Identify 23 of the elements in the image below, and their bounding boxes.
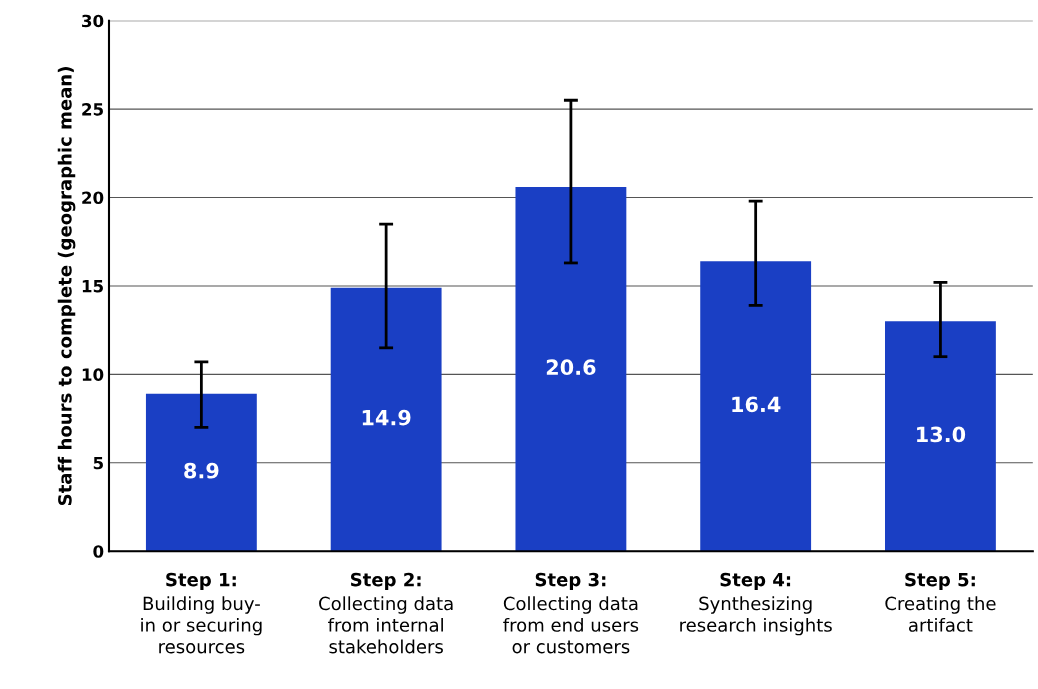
y-axis-title: Staff hours to complete (geographic mean) xyxy=(57,67,76,506)
data-label: 20.6 xyxy=(546,359,596,376)
data-label: 8.9 xyxy=(184,462,219,479)
x-tick-label: Step 4: Synthesizing research insights xyxy=(680,572,832,636)
x-tick-label: Step 5: Creating the artifact xyxy=(885,572,996,632)
data-label: 16.4 xyxy=(732,396,781,413)
bar xyxy=(145,393,257,552)
y-tick-label: 20 xyxy=(82,191,104,205)
y-tick-label: 15 xyxy=(82,280,103,293)
x-tick-label: Step 1: Building buy- in or securing resources xyxy=(141,572,262,654)
bar xyxy=(700,261,812,552)
y-tick-label: 5 xyxy=(93,456,103,470)
data-label: 14.9 xyxy=(362,409,411,426)
y-tick-label: 25 xyxy=(82,103,103,116)
x-tick-label: Step 2: Collecting data from internal stakeholders xyxy=(319,572,453,654)
y-tick-label: 0 xyxy=(93,545,104,558)
bar xyxy=(515,186,627,552)
x-tick-label: Step 3: Collecting data from end users or customers xyxy=(503,572,639,654)
bar xyxy=(885,321,996,552)
data-label: 13.0 xyxy=(917,426,966,443)
y-tick-label: 10 xyxy=(82,368,104,381)
bar xyxy=(330,287,442,552)
y-tick-label: 30 xyxy=(82,14,104,28)
